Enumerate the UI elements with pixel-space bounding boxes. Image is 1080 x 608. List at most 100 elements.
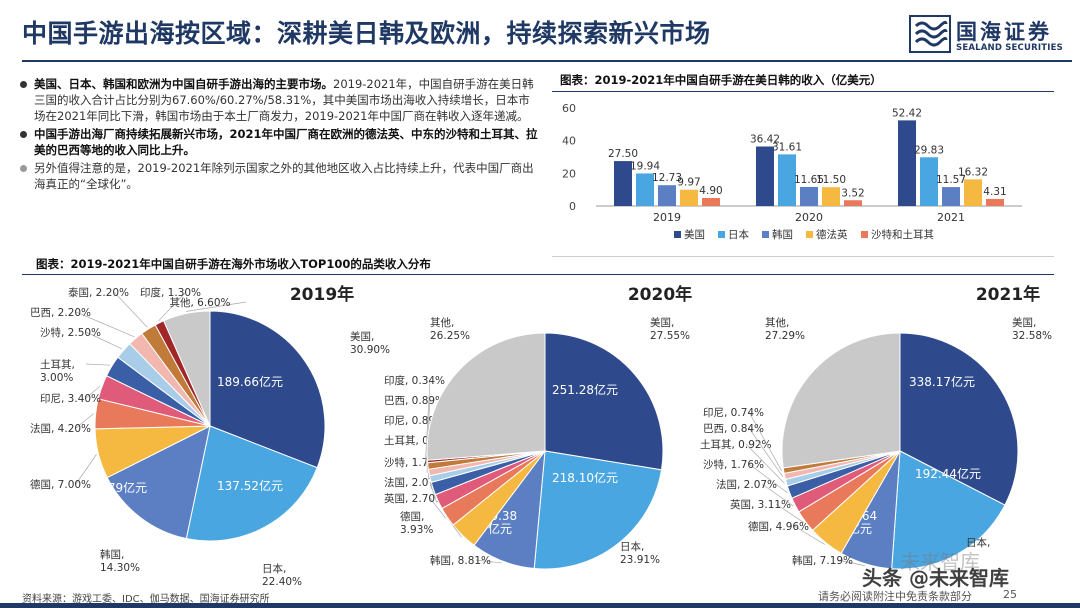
bullet-dot-icon <box>20 131 27 138</box>
bullet-2-bold: 中国手游出海厂商持续拓展新兴市场，2021年中国厂商在欧洲的德法英、中东的沙特和… <box>34 127 538 157</box>
bar-mark <box>778 154 796 206</box>
legend-label: 美国 <box>684 228 705 241</box>
bar-chart-title-divider <box>552 91 1054 92</box>
bullet-item-3: 另外值得注意的是，2019-2021年除列示国家之外的其他地区收入占比持续上升，… <box>18 160 538 192</box>
pie-slice-label: 泰国, 2.20% <box>68 286 129 299</box>
pie-value-label: 87.79亿元 <box>89 480 147 495</box>
logo-text-en: SEALAND SECURITIES <box>956 43 1063 53</box>
bar-data-label: 19.94 <box>630 160 660 172</box>
pie-slice <box>544 332 664 471</box>
bar-mark <box>964 179 982 206</box>
pie-slice-label: 英国, 2.70% <box>384 492 445 505</box>
bar-y-tick-label: 60 <box>562 102 576 115</box>
pie-slice-label: 德国, 7.00% <box>30 478 91 491</box>
pie-slice-label: 韩国, 14.30% <box>100 548 140 574</box>
bullet-1-text: 2019-2021年，中国自研手游在美日韩三国的收入合计占比分别为67.60%/… <box>34 77 534 123</box>
pie-slice <box>781 332 901 469</box>
pie-slice-label: 沙特, 2.50% <box>40 327 101 339</box>
pie-slice-label: 日本, <box>966 536 990 549</box>
pie-slice-label: 日本, 22.40% <box>262 562 302 586</box>
pie-slice-label: 巴西, 0.89% <box>384 395 445 407</box>
pie-slice <box>163 310 211 427</box>
pie-value-label: 192.44亿元 <box>915 466 981 481</box>
pie-slice-label: 其他, 6.60% <box>169 296 230 309</box>
pie-leader-line <box>761 483 794 507</box>
bullet-item-2: 中国手游出海厂商持续拓展新兴市场，2021年中国厂商在欧洲的德法英、中东的沙特和… <box>18 126 538 158</box>
bullet-3-text: 另外值得注意的是，2019-2021年除列示国家之外的其他地区收入占比持续上升，… <box>34 161 534 191</box>
legend-swatch <box>674 231 681 238</box>
pie-slice-label: 美国, 32.58% <box>1012 316 1052 342</box>
pie-value-label: 218.10亿元 <box>552 470 618 485</box>
page-header: 中国手游出海按区域：深耕美日韩及欧洲，持续探索新兴市场 国海证券 SEALAND… <box>0 0 1080 62</box>
bar-data-label: 12.73 <box>652 172 682 184</box>
header-divider <box>22 60 1072 62</box>
pie-leader-line <box>75 311 135 338</box>
source-note: 资料来源：游戏工委、IDC、伽马数据、国海证券研究所 <box>22 594 270 605</box>
bar-y-tick-label: 40 <box>562 135 576 148</box>
pie-chart-title-divider <box>22 274 1054 275</box>
pie-slice-label: 土耳其, 0.92% <box>700 438 772 451</box>
pie-slice-label: 印度, 1.30% <box>140 286 201 299</box>
watermark-logo: 未来智库 <box>900 550 980 574</box>
bar-y-tick-label: 20 <box>562 167 576 180</box>
bar-mark <box>614 161 632 206</box>
bar-data-label: 31.61 <box>772 141 802 153</box>
pie-chart-title: 图表：2019-2021年中国自研手游在海外市场收入TOP100的品类收入分布 <box>36 257 431 271</box>
pie-leader-line <box>185 301 247 312</box>
bar-chart-frame <box>552 256 1054 257</box>
pie-leader-line <box>113 291 148 328</box>
pie-slice-label: 德国, 3.93% <box>400 510 433 536</box>
pie-slice-label: 美国, 27.55% <box>650 316 690 342</box>
pie-slice <box>209 310 326 469</box>
pie-slice <box>899 332 1019 506</box>
pie-slice-label: 英国, 3.11% <box>730 498 791 511</box>
bar-mark <box>942 187 960 206</box>
pie-slice-label: 印尼, 0.74% <box>703 407 764 419</box>
pie-leader-line <box>775 503 804 523</box>
pie-leader-line <box>748 411 782 472</box>
pie-leader-line <box>793 525 825 545</box>
bar-mark <box>756 146 774 206</box>
pie-slice-label: 巴西, 2.20% <box>30 307 91 319</box>
legend-label: 日本 <box>728 228 749 241</box>
legend-swatch <box>762 231 769 238</box>
bar-chart-title: 图表：2019-2021年中国自研手游在美日韩的收入（亿美元） <box>560 73 882 87</box>
bar-data-label: 36.42 <box>750 134 780 146</box>
bar-data-label: 4.90 <box>699 185 722 197</box>
pie-slice-label: 法国, 2.07% <box>384 476 445 489</box>
bullet-1-bold: 美国、日本、韩国和欧洲为中国自研手游出海的主要市场。 <box>34 77 333 91</box>
bar-mark <box>822 187 840 206</box>
pie-slice <box>533 450 663 570</box>
page-title: 中国手游出海按区域：深耕美日韩及欧洲，持续探索新兴市场 <box>22 19 711 48</box>
bar-mark <box>702 197 720 206</box>
bar-data-label: 3.52 <box>841 187 864 199</box>
bullet-dot-icon <box>20 81 27 88</box>
page-number: 25 <box>1003 588 1017 601</box>
pie-slice-label: 日本, 23.91% <box>620 540 660 566</box>
bar-data-label: 9.97 <box>677 177 700 189</box>
pie-leader-line <box>837 559 866 567</box>
bar-data-label: 52.42 <box>892 107 922 119</box>
bar-mark <box>920 157 938 206</box>
bar-mark <box>636 173 654 206</box>
pie-slice-label: 印度, 0.34% <box>384 374 445 387</box>
bar-mark <box>680 189 698 206</box>
pie-slice-label: 印尼, 3.40% <box>40 393 101 405</box>
pie-leader-line <box>475 559 502 564</box>
pie-value-label: 251.28亿元 <box>552 382 618 397</box>
pie-slice-label: 韩国, 7.19% <box>792 554 853 567</box>
bar-data-label: 4.31 <box>983 186 1006 198</box>
pie-slice-label: 德国, 4.96% <box>748 520 809 533</box>
bullet-list: 美国、日本、韩国和欧洲为中国自研手游出海的主要市场。2019-2021年，中国自… <box>18 76 538 194</box>
bar-mark <box>986 198 1004 206</box>
pie-leader-line <box>748 463 788 494</box>
disclaimer-note: 请务必阅读附注中免责条款部分 <box>818 590 972 603</box>
pie-value-label: 137.52亿元 <box>217 478 283 493</box>
watermark-text: 头条 @未来智库 <box>862 566 1009 590</box>
legend-swatch <box>861 231 868 238</box>
bar-chart: 020406027.5019.9412.739.974.90201936.423… <box>562 102 1022 241</box>
pie-slice-label: 巴西, 0.84% <box>703 423 764 435</box>
bar-data-label: 16.32 <box>958 166 988 178</box>
pie-leader-line <box>75 413 94 429</box>
